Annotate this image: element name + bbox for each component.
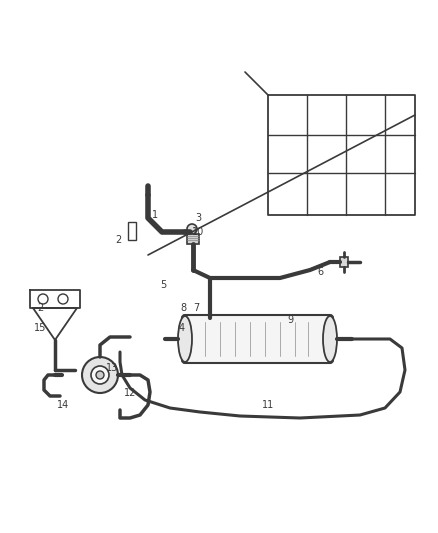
Text: 2: 2 [115,235,121,245]
Text: 9: 9 [287,315,293,325]
Text: 14: 14 [57,400,69,410]
Ellipse shape [178,316,192,362]
Text: 1: 1 [152,210,158,220]
Bar [128,222,136,240]
Text: 3: 3 [195,213,201,223]
Circle shape [96,371,104,379]
Text: 15: 15 [34,323,46,333]
FancyBboxPatch shape [182,315,333,363]
Circle shape [187,224,197,234]
Bar [340,257,348,267]
Circle shape [82,357,118,393]
Circle shape [58,294,68,304]
Text: 11: 11 [262,400,274,410]
Text: 10: 10 [192,227,204,237]
Text: 7: 7 [193,303,199,313]
Text: 2: 2 [37,303,43,313]
Text: 12: 12 [124,388,136,398]
Circle shape [38,294,48,304]
Text: 5: 5 [160,280,166,290]
Text: 4: 4 [179,323,185,333]
Bar [187,234,199,244]
Text: 8: 8 [180,303,186,313]
Ellipse shape [323,316,337,362]
Circle shape [91,366,109,384]
Text: 6: 6 [317,267,323,277]
Text: 13: 13 [106,363,118,373]
